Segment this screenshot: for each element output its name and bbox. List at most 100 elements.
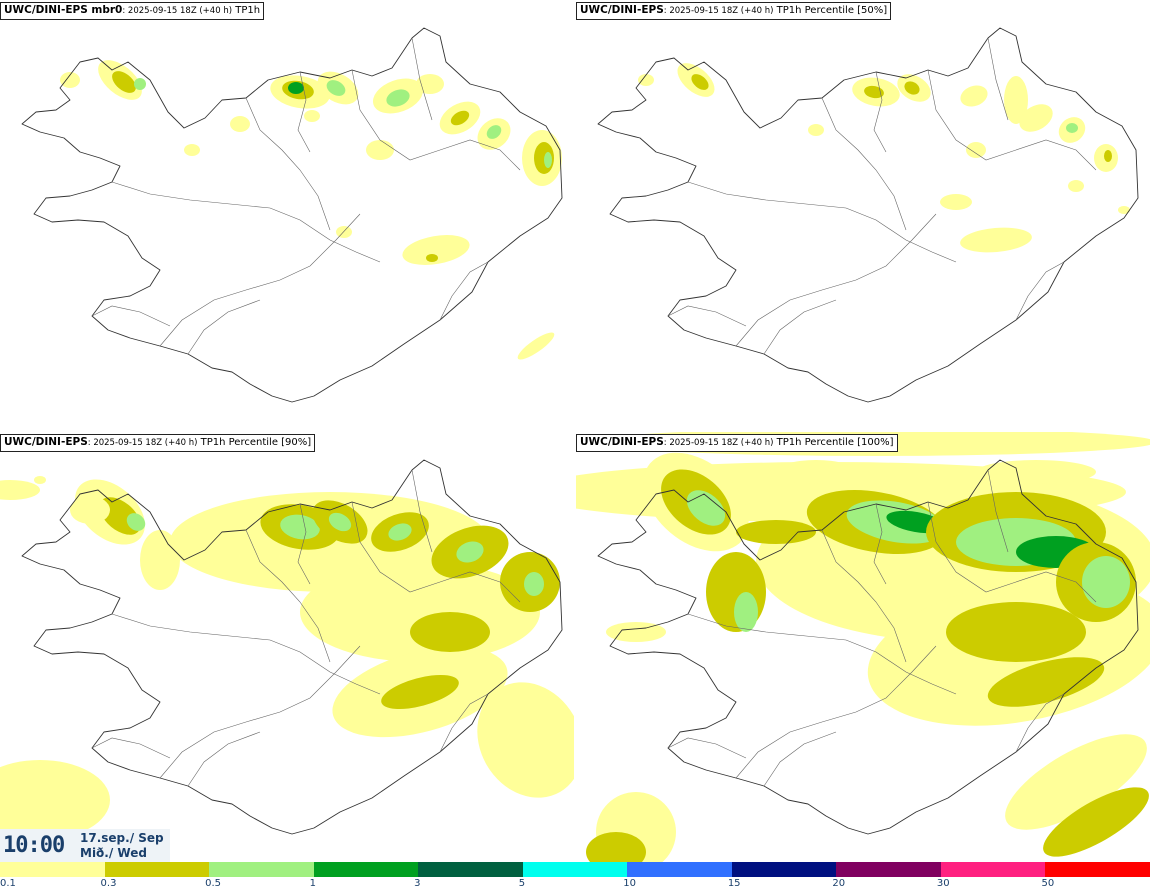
iceland-coastline (21, 459, 563, 835)
precip-area (70, 496, 110, 524)
colorbar-swatch (731, 862, 838, 877)
panel-title-p50: UWC/DINI-EPS: 2025-09-15 18Z (+40 h) TP1… (576, 2, 892, 20)
precip-area (960, 85, 988, 107)
precip-map-p90 (0, 459, 574, 840)
colorbar-tick-label: 0.3 (100, 878, 117, 889)
precip-area (134, 78, 146, 90)
precip-map-member0 (21, 27, 563, 403)
panel-title-p100: UWC/DINI-EPS: 2025-09-15 18Z (+40 h) TP1… (576, 434, 898, 452)
precip-area (946, 602, 1086, 662)
precip-area (517, 332, 555, 360)
road-line (187, 731, 261, 787)
precip-area (586, 832, 646, 862)
valid-time: 10:00 (3, 833, 65, 858)
road-line (873, 71, 887, 153)
road-line (411, 469, 433, 553)
map-panel-p100: UWC/DINI-EPS: 2025-09-15 18Z (+40 h) TP1… (576, 432, 1150, 862)
precip-area (864, 85, 884, 99)
precip-area (987, 657, 1105, 707)
precip-area (126, 513, 146, 531)
precip-area (112, 71, 136, 93)
road-line (667, 737, 747, 759)
road-line (845, 639, 957, 695)
precip-area (0, 760, 110, 840)
precip-area (691, 74, 709, 90)
road-line (845, 207, 957, 263)
precip-map-p100 (576, 432, 1150, 862)
road-line (439, 693, 489, 753)
precip-area (1019, 104, 1053, 132)
road-line (351, 69, 521, 171)
precip-area (1066, 123, 1078, 133)
precip-area (140, 530, 180, 590)
precip-area (0, 480, 40, 500)
panel-title-member0: UWC/DINI-EPS mbr0: 2025-09-15 18Z (+40 h… (0, 2, 265, 20)
precip-area (904, 81, 920, 95)
precip-area (416, 74, 444, 94)
precip-area (410, 612, 490, 652)
road-line (269, 639, 381, 695)
precip-shading (60, 60, 562, 360)
road-line (667, 305, 747, 327)
colorbar-tick-label: 10 (623, 878, 636, 889)
precip-area (966, 142, 986, 158)
valid-date: 17.sep./ Sep Mið./ Wed (80, 831, 164, 861)
road-line (1015, 261, 1065, 321)
precip-area (326, 80, 346, 96)
precip-area (336, 226, 352, 238)
precip-area (544, 152, 552, 168)
colorbar-tick-label: 20 (832, 878, 846, 889)
precip-area (184, 144, 200, 156)
colorbar-swatch (418, 862, 524, 877)
map-panel-p50: UWC/DINI-EPS: 2025-09-15 18Z (+40 h) TP1… (576, 0, 1150, 430)
precip-area (366, 140, 394, 160)
precip-area (960, 227, 1032, 253)
precip-area (426, 254, 438, 262)
precip-area (686, 490, 726, 526)
iceland-coastline (21, 27, 563, 403)
precip-area (808, 124, 824, 136)
colorbar-swatch (104, 862, 211, 877)
colorbar-tick-label: 5 (518, 878, 526, 889)
colorbar-tick-label: 30 (936, 878, 950, 889)
coastline (21, 27, 563, 403)
colorbar-swatch (1045, 862, 1150, 877)
precip-area (1005, 734, 1147, 830)
precip-area (940, 194, 972, 210)
coastline (597, 27, 1139, 403)
valid-date-line2: Mið./ Wed (80, 846, 147, 860)
precip-area (1043, 787, 1149, 857)
road-line (1015, 693, 1065, 753)
iceland-coastline (597, 459, 1139, 835)
road-line (297, 71, 311, 153)
colorbar-swatch (940, 862, 1047, 877)
colorbar-tick-label: 3 (414, 878, 421, 889)
coastline (597, 459, 1139, 835)
colorbar-swatch (313, 862, 420, 877)
road-line (735, 645, 937, 779)
precip-area (388, 523, 412, 541)
road-line (927, 501, 1097, 603)
precip-colorbar: 0.1 0.3 0.5 1 3 5 10 15 20 30 50 (0, 862, 1150, 891)
precip-map-p50 (597, 27, 1139, 403)
road-line (91, 305, 171, 327)
road-line (927, 69, 1097, 171)
road-line (821, 97, 907, 231)
road-line (987, 37, 1009, 121)
iceland-coastline (597, 27, 1139, 403)
precip-area (230, 116, 250, 132)
road-line (187, 299, 261, 355)
colorbar-tick-label: 15 (727, 878, 741, 889)
precip-area (736, 520, 816, 544)
colorbar-swatch (522, 862, 629, 877)
road-line (111, 181, 271, 209)
precip-area (456, 541, 484, 563)
precip-area (34, 476, 46, 484)
precip-area (386, 89, 410, 107)
precip-shading (638, 63, 1130, 253)
valid-time-box: 10:00 17.sep./ Sep Mið./ Wed (0, 829, 170, 862)
colorbar-swatch (0, 862, 106, 877)
precip-area (1082, 556, 1130, 608)
precip-area (328, 512, 352, 532)
colorbar-tick-label: 1 (309, 878, 316, 889)
